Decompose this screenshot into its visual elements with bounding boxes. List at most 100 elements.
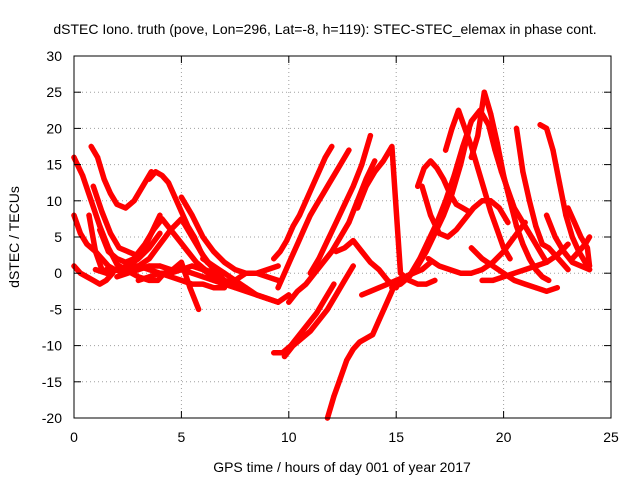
- data-point: [543, 288, 550, 294]
- data-series-track: [324, 277, 399, 421]
- data-point: [322, 295, 328, 302]
- data-point: [88, 143, 94, 150]
- data-point: [419, 266, 425, 273]
- data-point: [305, 321, 311, 327]
- data-point: [372, 169, 378, 175]
- data-point: [533, 263, 539, 269]
- data-point: [546, 277, 552, 284]
- data-point: [125, 248, 131, 255]
- data-point: [185, 248, 191, 255]
- data-point: [501, 274, 507, 280]
- data-point: [501, 245, 507, 251]
- data-point: [333, 292, 339, 298]
- data-point: [511, 270, 517, 276]
- data-point: [415, 281, 421, 287]
- data-point: [400, 277, 406, 284]
- data-point: [344, 357, 350, 363]
- data-series-track: [275, 147, 352, 291]
- data-point: [232, 277, 238, 284]
- data-point: [511, 234, 517, 240]
- data-point: [385, 281, 391, 287]
- data-point: [253, 270, 260, 276]
- data-point: [346, 219, 352, 226]
- data-point: [320, 259, 326, 265]
- data-point: [492, 147, 498, 153]
- data-point: [350, 183, 356, 189]
- data-point: [148, 230, 154, 236]
- data-point: [333, 219, 339, 226]
- data-point: [92, 248, 99, 255]
- data-point: [146, 274, 152, 280]
- data-point: [556, 180, 563, 186]
- chart-title: dSTEC Iono. truth (pove, Lon=296, Lat=-8…: [53, 21, 596, 37]
- data-point: [479, 256, 485, 262]
- data-point: [114, 256, 120, 262]
- data-point: [178, 194, 184, 200]
- data-point: [178, 259, 184, 265]
- data-point: [462, 216, 468, 222]
- data-point: [314, 201, 320, 208]
- data-point: [284, 238, 290, 244]
- data-point: [303, 281, 309, 287]
- data-point: [157, 212, 163, 218]
- data-point: [479, 111, 485, 117]
- data-point: [97, 281, 103, 287]
- data-track-line: [275, 147, 352, 291]
- data-point: [299, 335, 305, 341]
- data-point: [369, 332, 376, 338]
- data-point: [271, 256, 277, 262]
- data-point: [494, 227, 500, 233]
- data-point: [331, 393, 337, 399]
- data-point: [561, 248, 567, 255]
- data-point: [520, 241, 526, 247]
- data-point: [189, 270, 195, 276]
- data-point: [498, 169, 505, 175]
- data-point: [346, 147, 352, 153]
- data-point: [367, 133, 374, 139]
- data-point: [114, 274, 120, 280]
- data-track-line: [271, 281, 337, 356]
- data-point: [191, 234, 197, 240]
- data-point: [301, 227, 307, 233]
- data-point: [329, 143, 335, 150]
- y-tick-label: -10: [42, 338, 62, 354]
- x-tick-label: 20: [496, 429, 512, 445]
- data-point: [135, 277, 142, 284]
- data-point: [342, 277, 348, 284]
- data-point: [479, 266, 485, 273]
- data-point: [558, 259, 565, 265]
- data-point: [460, 143, 466, 150]
- data-point: [522, 266, 528, 273]
- data-point: [316, 169, 322, 175]
- data-point: [518, 216, 524, 222]
- data-point: [468, 270, 474, 276]
- data-series-track: [354, 143, 438, 287]
- data-point: [339, 158, 346, 164]
- data-point: [421, 165, 427, 171]
- data-point: [157, 270, 163, 276]
- data-point: [449, 125, 455, 131]
- data-point: [290, 223, 296, 229]
- data-point: [107, 190, 114, 197]
- data-point: [408, 270, 414, 276]
- data-point: [322, 154, 328, 160]
- y-tick-label: 5: [54, 229, 62, 245]
- data-point: [200, 281, 206, 287]
- data-series-track: [565, 205, 593, 269]
- data-point: [468, 154, 474, 160]
- y-tick-label: -20: [42, 410, 62, 426]
- data-point: [432, 277, 438, 284]
- data-point: [157, 263, 163, 269]
- data-track-line: [333, 237, 399, 291]
- data-point: [458, 270, 464, 276]
- data-point: [488, 209, 494, 215]
- data-point: [264, 274, 270, 280]
- data-point: [539, 274, 545, 280]
- data-point: [550, 147, 556, 153]
- data-point: [531, 238, 537, 244]
- data-point: [105, 248, 111, 255]
- data-point: [200, 274, 206, 280]
- data-point: [524, 227, 530, 233]
- data-point: [342, 245, 348, 251]
- data-point: [232, 266, 238, 273]
